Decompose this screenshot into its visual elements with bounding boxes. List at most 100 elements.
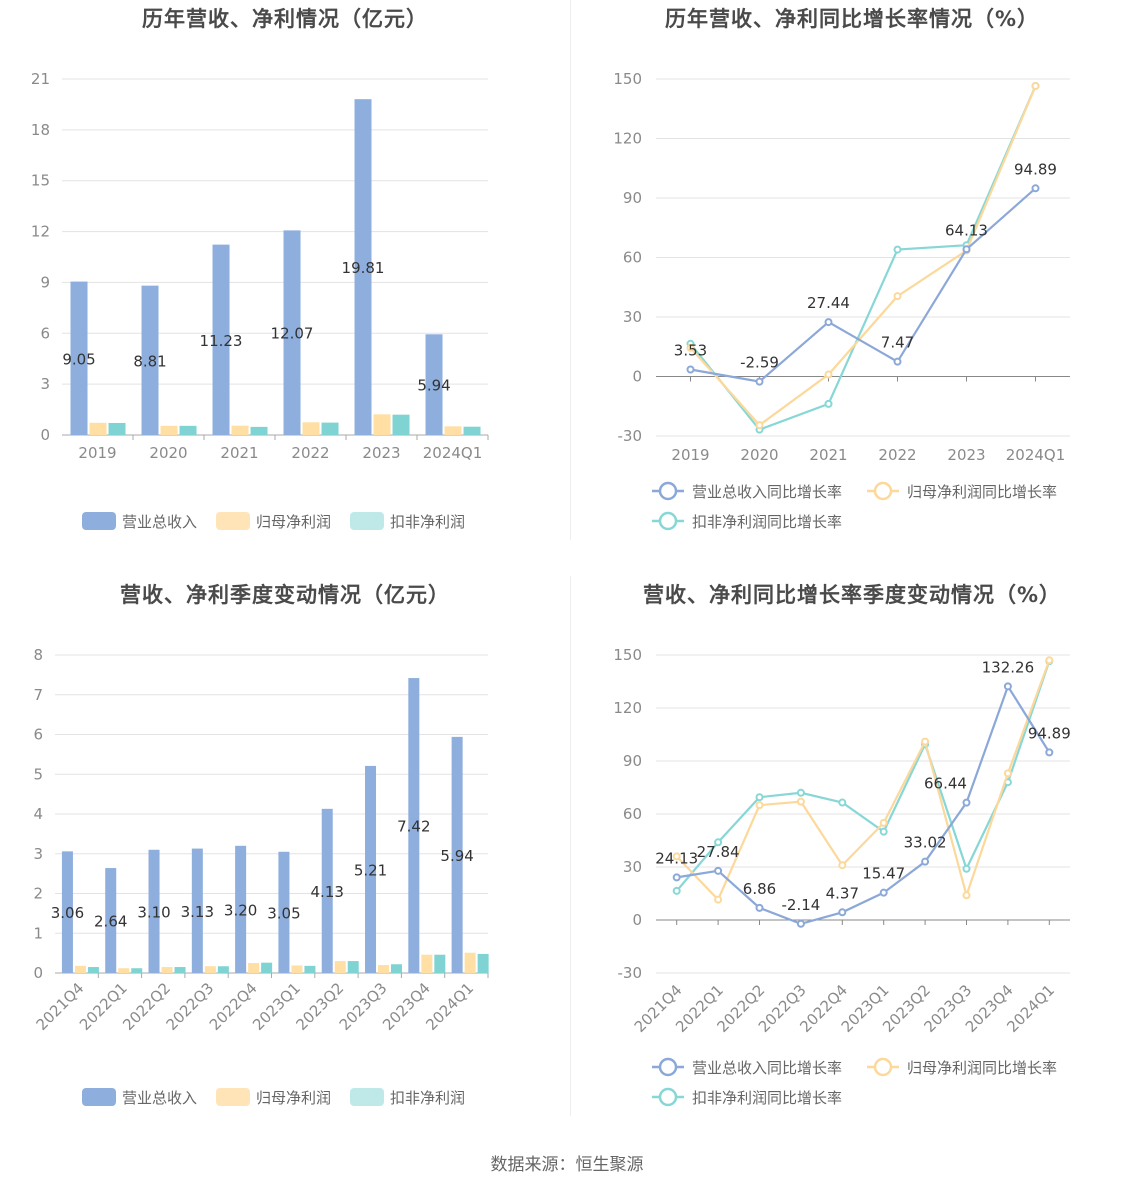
data-label: 94.89 <box>1028 724 1071 742</box>
data-point-2 <box>879 827 888 836</box>
legend-label: 营业总收入同比增长率 <box>692 1059 842 1077</box>
annual-growth-rate-chart: -30 0 30 60 90 120 150 2019 2020 2021 2022 2023 2024… <box>613 70 1070 531</box>
y-tick-label: 4 <box>33 805 43 823</box>
data-point-1 <box>1045 656 1054 665</box>
y-tick-label: 0 <box>632 911 642 929</box>
data-point-0 <box>921 857 930 866</box>
bar-1 <box>248 963 260 973</box>
bar-1 <box>74 965 86 973</box>
y-tick-label: 0 <box>40 426 50 444</box>
data-label: 5.94 <box>440 847 473 865</box>
data-label: 4.37 <box>826 884 859 902</box>
x-tick-label: 2021 <box>220 444 258 462</box>
data-point-0 <box>1045 748 1054 757</box>
bar-0 <box>148 849 160 973</box>
bar-2 <box>347 961 359 973</box>
chart-panel-annual-line: 历年营收、净利同比增长率情况（%） -30 0 30 60 90 120 150 2019 20… <box>570 0 1134 560</box>
data-point-0 <box>755 903 764 912</box>
legend-swatch <box>216 1088 250 1106</box>
data-point-2 <box>824 399 833 408</box>
data-point-0 <box>962 245 971 254</box>
bar-1 <box>444 426 462 435</box>
bar-0 <box>321 808 333 973</box>
data-label: 6.86 <box>743 880 776 898</box>
legend-label: 归母净利润 <box>256 513 331 531</box>
data-label: 5.21 <box>354 861 387 879</box>
data-point-1 <box>824 370 833 379</box>
data-label: 27.44 <box>807 294 850 312</box>
legend-label: 归母净利润同比增长率 <box>907 483 1057 501</box>
series-line-1 <box>689 85 1037 427</box>
y-tick-label: 6 <box>40 324 50 342</box>
bar-1 <box>161 967 173 973</box>
series-line-2 <box>675 660 1051 892</box>
bar-1 <box>204 966 216 973</box>
y-tick-label: 18 <box>31 121 50 139</box>
y-tick-label: 90 <box>623 189 642 207</box>
bar-2 <box>87 967 99 973</box>
data-label: 8.81 <box>133 352 166 370</box>
bar-0 <box>408 678 420 973</box>
data-label: 19.81 <box>342 259 385 277</box>
bar-1 <box>160 425 178 435</box>
data-point-1 <box>921 737 930 746</box>
bar-1 <box>302 422 320 435</box>
y-tick-label: 0 <box>632 368 642 386</box>
data-point-0 <box>686 365 695 374</box>
data-point-1 <box>1031 81 1040 90</box>
bar-2 <box>174 967 186 973</box>
data-point-1 <box>1003 769 1012 778</box>
chart-title: 营收、净利同比增长率季度变动情况（%） <box>642 583 1062 607</box>
legend-label: 归母净利润 <box>256 1089 331 1107</box>
data-point-1 <box>962 891 971 900</box>
legend-swatch <box>82 512 116 530</box>
bar-0 <box>283 230 301 435</box>
data-point-2 <box>893 245 902 254</box>
series-line-0 <box>690 187 1037 383</box>
x-tick-label: 2023 <box>362 444 400 462</box>
y-tick-label: 8 <box>33 646 43 664</box>
bar-2 <box>131 968 143 973</box>
bar-1 <box>421 954 433 973</box>
legend-marker <box>658 481 678 501</box>
data-point-0 <box>1003 682 1012 691</box>
data-label: 9.05 <box>62 350 95 368</box>
data-point-1 <box>755 801 764 810</box>
bar-2 <box>108 422 126 435</box>
data-label: 15.47 <box>862 865 905 883</box>
y-tick-label: 15 <box>31 172 50 190</box>
series-line-2 <box>689 85 1037 431</box>
data-label: 94.89 <box>1014 160 1057 178</box>
bar-2 <box>463 426 481 435</box>
data-point-1 <box>838 861 847 870</box>
data-label: 24.13 <box>655 849 698 867</box>
data-label: 132.26 <box>982 658 1035 676</box>
data-point-1 <box>796 797 805 806</box>
bar-0 <box>70 281 88 435</box>
bar-0 <box>105 868 117 973</box>
bar-1 <box>334 961 346 973</box>
legend-label: 扣非净利润 <box>390 513 465 531</box>
data-point-1 <box>686 343 695 352</box>
bar-0 <box>141 285 159 435</box>
data-point-1 <box>672 852 681 861</box>
data-point-2 <box>755 793 764 802</box>
y-tick-label: 120 <box>613 699 642 717</box>
y-tick-label: 12 <box>31 223 50 241</box>
y-tick-label: 3 <box>33 845 43 863</box>
y-tick-label: 0 <box>33 964 43 982</box>
legend-swatch <box>82 1088 116 1106</box>
series-line-0 <box>676 683 1051 925</box>
y-tick-label: 6 <box>33 726 43 744</box>
data-point-2 <box>838 798 847 807</box>
bar-0 <box>278 851 290 973</box>
legend-marker <box>658 1087 678 1107</box>
legend-marker <box>658 511 678 531</box>
data-point-0 <box>824 318 833 327</box>
data-label: 3.10 <box>137 903 170 921</box>
divider-top <box>570 0 571 540</box>
chart-panel-quarterly-line: 营收、净利同比增长率季度变动情况（%） -30 0 30 60 90 120 150 2021… <box>570 576 1134 1136</box>
legend-swatch <box>350 512 384 530</box>
x-tick-label: 2023 <box>947 446 985 464</box>
bar-2 <box>434 954 446 973</box>
